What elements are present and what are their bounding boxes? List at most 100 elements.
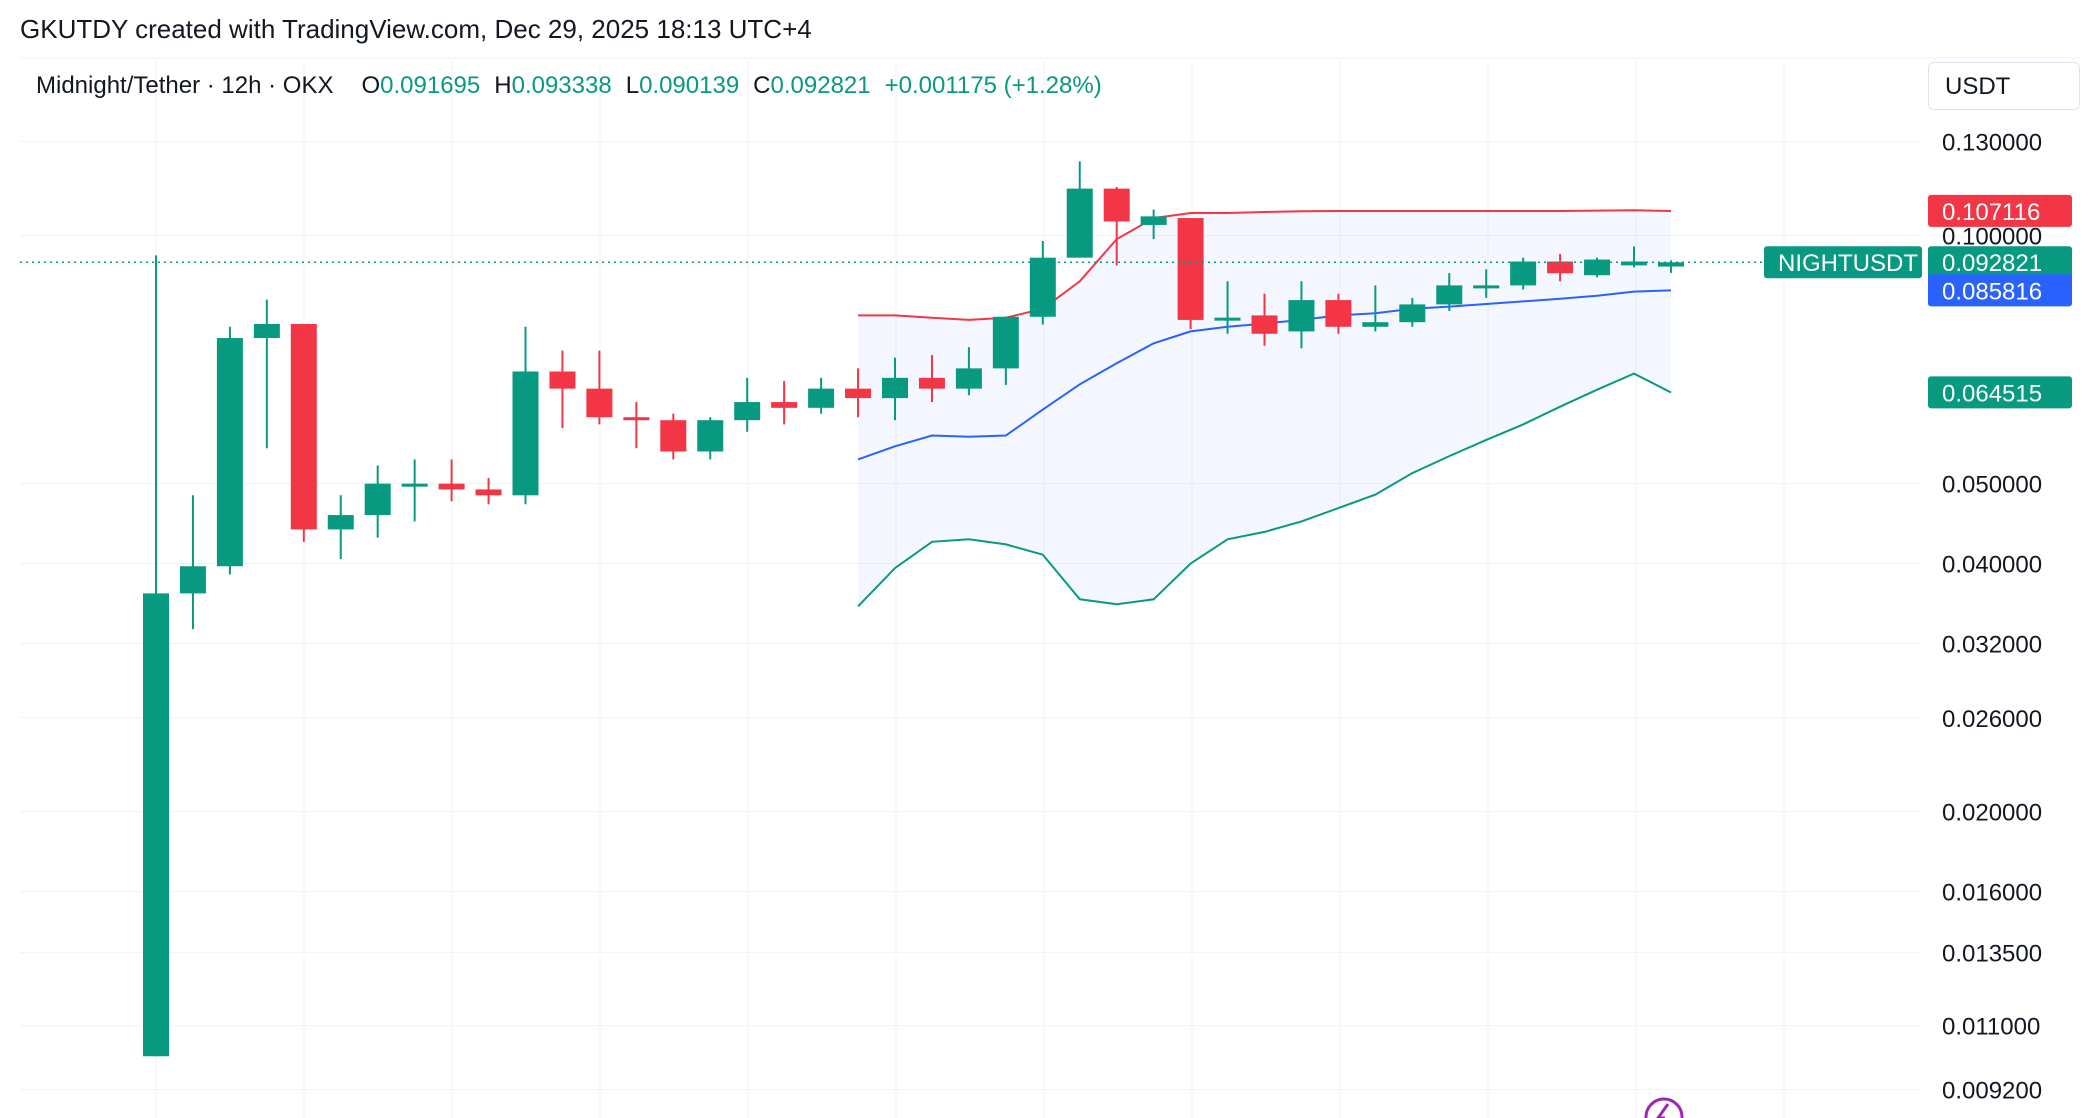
candle-body[interactable]	[955, 368, 982, 389]
candle-body[interactable]	[1029, 257, 1056, 317]
candle-body[interactable]	[1547, 261, 1574, 274]
price-tick-label: 0.050000	[1942, 472, 2042, 499]
candle-body[interactable]	[1657, 262, 1684, 267]
candle[interactable]	[1362, 285, 1389, 332]
candle[interactable]	[253, 299, 280, 449]
candle[interactable]	[882, 357, 908, 421]
candle-body[interactable]	[1436, 285, 1463, 305]
candle-body[interactable]	[438, 483, 465, 490]
currency-button[interactable]: USDT	[1928, 62, 2080, 110]
badge-bg	[1928, 376, 2072, 409]
candle[interactable]	[1436, 273, 1463, 311]
candle-body[interactable]	[1251, 315, 1278, 334]
candle[interactable]	[327, 495, 354, 560]
candle[interactable]	[1547, 253, 1574, 282]
candle[interactable]	[1288, 281, 1315, 349]
symbol-label[interactable]: Midnight/Tether · 12h · OKX	[36, 72, 334, 99]
candle[interactable]	[1214, 281, 1241, 334]
candle-body[interactable]	[808, 388, 835, 408]
candle[interactable]	[992, 316, 1019, 385]
candle-body[interactable]	[734, 402, 761, 421]
candle[interactable]	[401, 459, 428, 522]
candle[interactable]	[660, 413, 687, 460]
candle-body[interactable]	[290, 324, 317, 530]
candle[interactable]	[512, 326, 539, 505]
open-label: O	[361, 72, 381, 99]
candle[interactable]	[216, 326, 243, 575]
candle-body[interactable]	[1214, 317, 1241, 321]
candle-body[interactable]	[143, 593, 169, 1057]
lower-band-line	[857, 372, 1672, 607]
candle[interactable]	[1510, 257, 1537, 290]
price-tick-label: 0.013500	[1942, 940, 2042, 967]
high-label: H	[494, 72, 512, 99]
candle-body[interactable]	[364, 483, 391, 516]
candle[interactable]	[549, 350, 576, 429]
lightning-icon[interactable]	[1644, 1097, 1684, 1118]
candle-body[interactable]	[1325, 300, 1352, 327]
candle-body[interactable]	[845, 388, 872, 399]
candle-body[interactable]	[1066, 188, 1093, 258]
candle[interactable]	[734, 377, 761, 432]
badge-label: 0.092821	[1942, 250, 2042, 277]
candle-body[interactable]	[586, 388, 613, 418]
price-axis[interactable]: 0.130000 0.100000 0.050000 0.040000 0.032000…	[1942, 130, 2042, 1105]
candle[interactable]	[1177, 218, 1204, 330]
candle[interactable]	[586, 350, 613, 425]
candle[interactable]	[697, 417, 724, 460]
candle[interactable]	[1103, 187, 1130, 266]
candle-body[interactable]	[1103, 188, 1130, 222]
candle-body[interactable]	[1584, 259, 1611, 276]
candle[interactable]	[1029, 240, 1056, 325]
candle-body[interactable]	[216, 338, 243, 567]
candle-body[interactable]	[882, 377, 908, 399]
candle[interactable]	[623, 402, 650, 449]
candle-body[interactable]	[1177, 218, 1204, 320]
candle[interactable]	[845, 368, 872, 418]
candle[interactable]	[143, 255, 169, 1057]
candle[interactable]	[438, 459, 465, 502]
candle[interactable]	[1140, 209, 1167, 240]
candle-body[interactable]	[253, 324, 280, 339]
candle[interactable]	[918, 355, 945, 403]
candle-body[interactable]	[771, 402, 798, 408]
candles[interactable]	[143, 161, 1684, 1057]
candle[interactable]	[1066, 161, 1093, 258]
candle-body[interactable]	[549, 371, 576, 389]
candle[interactable]	[1584, 257, 1611, 278]
candle[interactable]	[179, 495, 206, 630]
candle[interactable]	[1325, 293, 1352, 334]
price-tick-label: 0.011000	[1942, 1014, 2040, 1041]
candle-body[interactable]	[327, 515, 354, 530]
candle-body[interactable]	[1399, 304, 1426, 323]
candle[interactable]	[1399, 297, 1426, 327]
candle-body[interactable]	[512, 371, 539, 496]
candle-body[interactable]	[179, 566, 206, 594]
candle[interactable]	[1251, 293, 1278, 346]
candle-body[interactable]	[660, 420, 687, 452]
candle-body[interactable]	[623, 417, 650, 421]
candle-body[interactable]	[697, 420, 724, 452]
candle-body[interactable]	[475, 489, 502, 496]
candle[interactable]	[1473, 269, 1500, 298]
candle-body[interactable]	[918, 377, 945, 389]
candle[interactable]	[808, 377, 835, 414]
candle[interactable]	[1621, 246, 1647, 268]
candle[interactable]	[771, 381, 798, 425]
candle-body[interactable]	[401, 483, 428, 487]
candle-body[interactable]	[1288, 300, 1315, 332]
candle-body[interactable]	[1473, 285, 1500, 289]
candle-body[interactable]	[1362, 322, 1389, 327]
candle-body[interactable]	[1140, 216, 1167, 225]
price-tick-label: 0.130000	[1942, 130, 2042, 157]
price-tick-label: 0.016000	[1942, 880, 2042, 907]
candle-body[interactable]	[992, 316, 1019, 369]
candle[interactable]	[475, 477, 502, 505]
candle[interactable]	[290, 324, 317, 542]
candle[interactable]	[955, 347, 982, 396]
candle-body[interactable]	[1621, 261, 1647, 266]
candle-body[interactable]	[1510, 261, 1537, 286]
candle[interactable]	[364, 465, 391, 538]
